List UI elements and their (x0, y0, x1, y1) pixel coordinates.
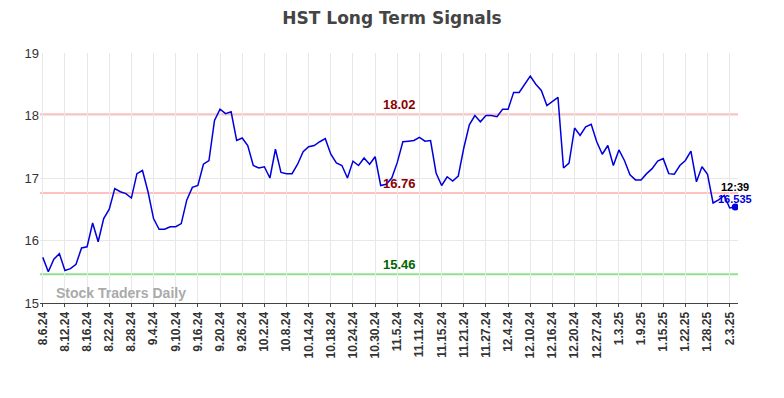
svg-text:10.8.24: 10.8.24 (279, 311, 293, 351)
svg-text:15: 15 (25, 296, 39, 311)
svg-text:10.30.24: 10.30.24 (368, 311, 382, 358)
svg-text:1.9.25: 1.9.25 (634, 311, 648, 345)
svg-text:1.3.25: 1.3.25 (612, 311, 626, 345)
svg-text:16.535: 16.535 (718, 193, 752, 205)
svg-text:12.16.24: 12.16.24 (545, 311, 559, 358)
svg-text:8.22.24: 8.22.24 (102, 311, 116, 351)
svg-text:11.11.24: 11.11.24 (412, 311, 426, 357)
svg-text:9.26.24: 9.26.24 (235, 311, 249, 351)
svg-text:11.15.24: 11.15.24 (435, 311, 449, 357)
svg-text:8.12.24: 8.12.24 (58, 311, 72, 351)
svg-text:1.22.25: 1.22.25 (678, 311, 692, 351)
svg-text:9.10.24: 9.10.24 (169, 311, 183, 351)
svg-text:16: 16 (25, 233, 39, 248)
svg-text:16.76: 16.76 (383, 176, 416, 191)
svg-text:1.28.25: 1.28.25 (700, 311, 714, 351)
svg-text:2.3.25: 2.3.25 (723, 311, 737, 345)
svg-text:8.6.24: 8.6.24 (36, 311, 50, 345)
svg-text:10.24.24: 10.24.24 (346, 311, 360, 358)
svg-text:12.10.24: 12.10.24 (523, 311, 537, 358)
svg-text:18: 18 (25, 108, 39, 123)
svg-text:12.4.24: 12.4.24 (501, 311, 515, 351)
svg-text:15.46: 15.46 (383, 257, 416, 272)
svg-text:11.27.24: 11.27.24 (479, 311, 493, 357)
svg-text:HST Long Term Signals: HST Long Term Signals (282, 8, 501, 28)
svg-text:9.4.24: 9.4.24 (146, 311, 160, 345)
svg-text:12.20.24: 12.20.24 (567, 311, 581, 358)
svg-text:11.5.24: 11.5.24 (390, 311, 404, 351)
svg-text:10.14.24: 10.14.24 (302, 311, 316, 358)
svg-text:8.28.24: 8.28.24 (124, 311, 138, 351)
svg-text:12:39: 12:39 (721, 181, 749, 193)
svg-text:9.20.24: 9.20.24 (213, 311, 227, 351)
svg-text:10.2.24: 10.2.24 (257, 311, 271, 351)
svg-text:19: 19 (25, 46, 39, 61)
svg-text:10.18.24: 10.18.24 (324, 311, 338, 358)
svg-text:Stock Traders Daily: Stock Traders Daily (56, 285, 186, 301)
svg-text:11.21.24: 11.21.24 (457, 311, 471, 357)
svg-text:12.27.24: 12.27.24 (590, 311, 604, 358)
svg-text:8.16.24: 8.16.24 (80, 311, 94, 351)
svg-text:1.15.25: 1.15.25 (656, 311, 670, 351)
svg-text:18.02: 18.02 (383, 97, 416, 112)
svg-text:17: 17 (25, 171, 39, 186)
svg-text:9.16.24: 9.16.24 (191, 311, 205, 351)
